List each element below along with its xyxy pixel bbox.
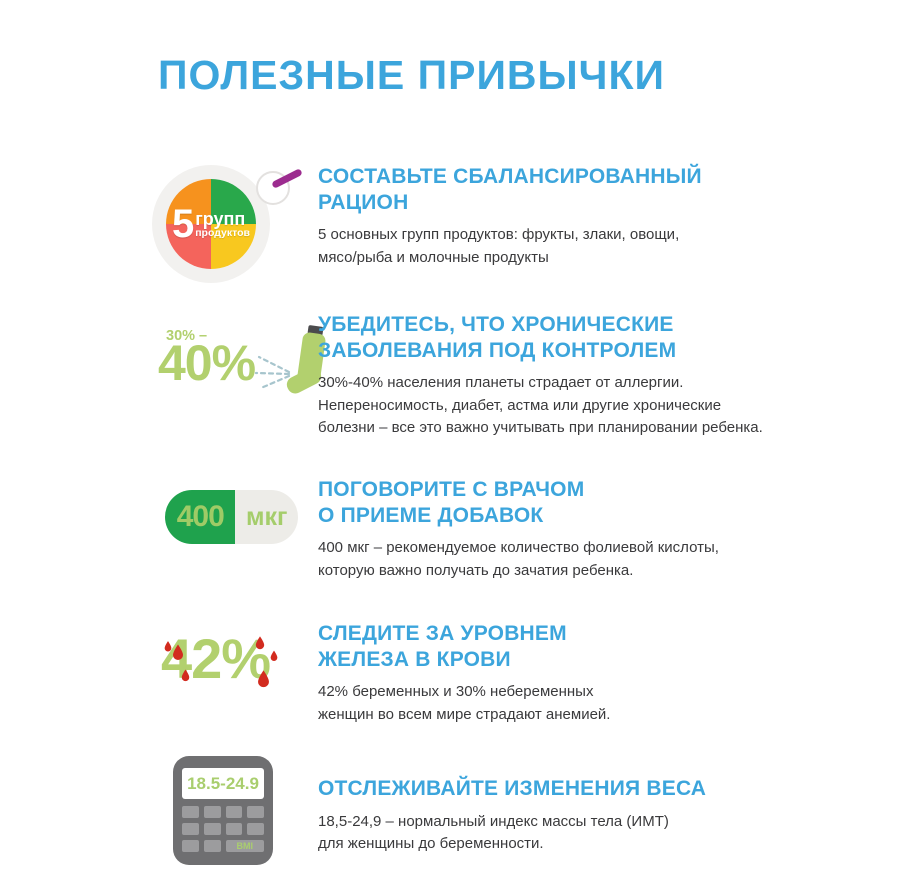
spoon-icon [256,165,316,210]
pie-label: 5 групп продуктов [172,204,250,244]
section-heading: СОСТАВЬТЕ СБАЛАНСИРОВАННЫЙ РАЦИОН [318,164,788,215]
heading-line: ОТСЛЕЖИВАЙТЕ ИЗМЕНЕНИЯ ВЕСА [318,777,707,800]
section-heading: ОТСЛЕЖИВАЙТЕ ИЗМЕНЕНИЯ ВЕСА [318,776,788,802]
blood-drops-icon: 42% [155,627,305,712]
calculator-button [182,823,199,835]
blood-drop-icon [173,644,183,660]
page-title: ПОЛЕЗНЫЕ ПРИВЫЧКИ [158,52,665,98]
section-body: 400 мкг – рекомендуемое количество фолие… [318,537,788,582]
pill-dose-unit: мкг [235,490,298,544]
calculator-keypad: BMI [182,806,264,852]
calculator-button [225,823,243,835]
pie-word-products: продуктов [195,227,251,240]
pill-dose-number: 400 [165,490,236,544]
heading-line: ЖЕЛЕЗА В КРОВИ [318,647,511,671]
asthma-inhaler-icon: 30% – 40% [158,322,343,407]
blood-drop-icon [258,670,269,688]
heading-line: ПОГОВОРИТЕ С ВРАЧОМ [318,478,585,501]
section-heading: ПОГОВОРИТЕ С ВРАЧОМ О ПРИЕМЕ ДОБАВОК [318,477,788,528]
body-line: 30%-40% населения планеты страдает от ал… [318,374,684,392]
calculator-button [182,840,199,852]
section-body: 30%-40% населения планеты страдает от ал… [318,372,788,440]
section-supplements: ПОГОВОРИТЕ С ВРАЧОМ О ПРИЕМЕ ДОБАВОК 400… [318,477,788,582]
section-body: 18,5-24,9 – нормальный индекс массы тела… [318,811,788,856]
spray-dashes-icon [254,355,291,390]
heading-line: СОСТАВЬТЕ СБАЛАНСИРОВАННЫЙ [318,165,702,188]
calculator-bmi-button: BMI [225,840,264,852]
pill-capsule-icon: 400 мкг [165,490,298,544]
five-food-groups-plate-icon: 5 групп продуктов [152,160,317,288]
pie-number: 5 [171,202,195,246]
calculator-button [182,806,199,818]
body-line: Непереносимость, диабет, астма или други… [318,396,722,414]
heading-line: СЛЕДИТЕ ЗА УРОВНЕМ [318,622,567,645]
heading-line: УБЕДИТЕСЬ, ЧТО ХРОНИЧЕСКИЕ [318,313,674,336]
section-body: 5 основных групп продуктов: фрукты, злак… [318,224,788,269]
body-line: 42% беременных и 30% небеременных [318,683,594,701]
section-body: 42% беременных и 30% небеременных женщин… [318,681,788,726]
calculator-button [247,806,264,818]
section-weight-tracking: ОТСЛЕЖИВАЙТЕ ИЗМЕНЕНИЯ ВЕСА 18,5-24,9 – … [318,776,788,856]
calculator-button [203,823,221,835]
heading-line: ЗАБОЛЕВАНИЯ ПОД КОНТРОЛЕМ [318,338,677,362]
blood-drop-icon [270,650,278,661]
body-line: болезни – все это важно учитывать при пл… [318,419,763,437]
calculator-button [203,840,221,852]
blood-drop-icon [181,669,190,682]
pie-word-groups: групп [195,209,246,230]
percentage-big-label: 40% [158,335,256,391]
bmi-calculator-icon: 18.5-24.9 BMI [173,756,273,865]
blood-drop-icon [164,641,172,652]
body-line: 5 основных групп продуктов: фрукты, злак… [318,226,680,244]
percentage-small-label: 30% – [166,328,208,344]
section-heading: СЛЕДИТЕ ЗА УРОВНЕМ ЖЕЛЕЗА В КРОВИ [318,621,788,672]
calculator-button [225,806,243,818]
body-line: женщин во всем мире страдают анемией. [318,705,611,723]
section-chronic-conditions: УБЕДИТЕСЬ, ЧТО ХРОНИЧЕСКИЕ ЗАБОЛЕВАНИЯ П… [318,312,788,440]
body-line: для женщины до беременности. [318,835,544,853]
section-balanced-diet: СОСТАВЬТЕ СБАЛАНСИРОВАННЫЙ РАЦИОН 5 осно… [318,164,788,269]
section-heading: УБЕДИТЕСЬ, ЧТО ХРОНИЧЕСКИЕ ЗАБОЛЕВАНИЯ П… [318,312,788,363]
heading-line: О ПРИЕМЕ ДОБАВОК [318,503,544,527]
body-line: 18,5-24,9 – нормальный индекс массы тела… [318,812,669,830]
heading-line: РАЦИОН [318,190,409,214]
plate-icon: 5 групп продуктов [152,165,270,283]
body-line: мясо/рыба и молочные продукты [318,248,549,266]
blood-drop-icon [255,636,265,650]
calculator-display: 18.5-24.9 [182,768,264,799]
food-groups-pie-icon: 5 групп продуктов [166,179,256,269]
body-line: которую важно получать до зачатия ребенк… [318,561,634,579]
calculator-button [247,823,264,835]
section-iron-level: СЛЕДИТЕ ЗА УРОВНЕМ ЖЕЛЕЗА В КРОВИ 42% бе… [318,621,788,726]
body-line: 400 мкг – рекомендуемое количество фолие… [318,539,719,557]
calculator-button [203,806,221,818]
